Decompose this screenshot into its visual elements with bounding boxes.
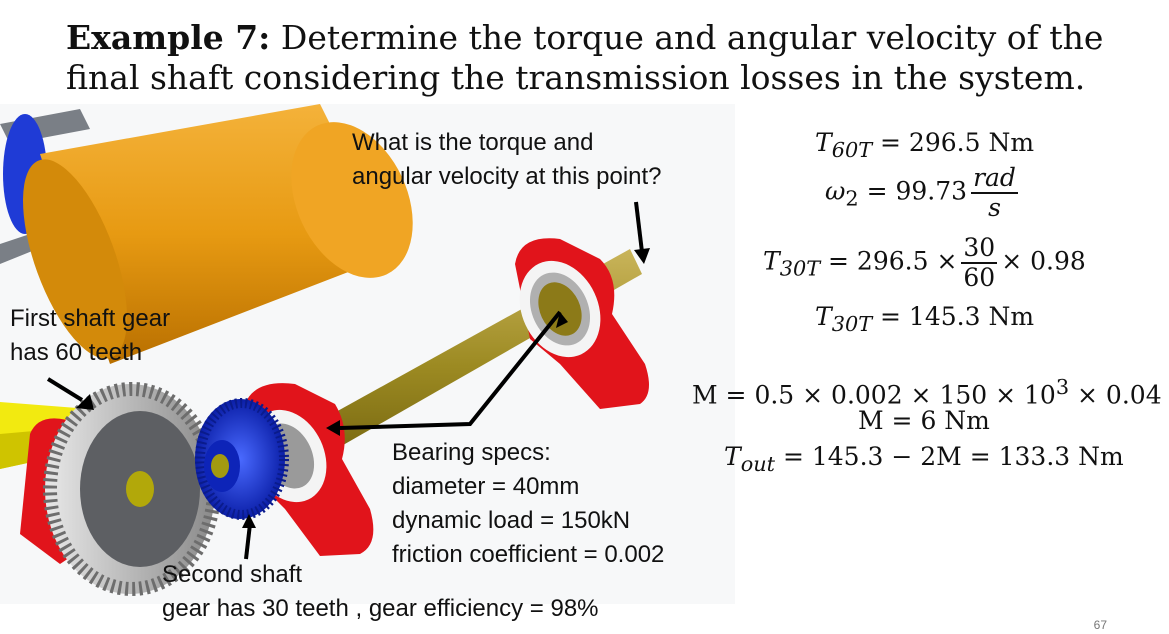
question-label: What is the torque and angular velocity …	[352, 126, 662, 194]
second-shaft-gear	[195, 398, 289, 520]
bearing-specs-line-2: diameter = 40mm	[392, 473, 580, 500]
bearing-arrowhead-top	[556, 312, 568, 328]
motor-cylinder	[23, 104, 413, 364]
omega2-fraction: rad s	[971, 163, 1018, 222]
second-gear-label: Second shaft gear has 30 teeth , gear ef…	[162, 558, 599, 626]
equation-t30-result: T30T = 145.3 Nm	[815, 302, 1035, 336]
right-bearing	[515, 238, 649, 409]
annotation-arrows	[46, 201, 650, 560]
first-gear-arrow	[46, 377, 84, 402]
second-gear-arrow	[244, 523, 252, 560]
bearing-arrow	[339, 310, 562, 430]
first-gear-line-2: has 60 teeth	[10, 339, 143, 366]
equation-tout: Tout = 145.3 − 2M = 133.3 Nm	[724, 442, 1124, 476]
title-text: Determine the torque and angular velocit…	[270, 18, 1104, 57]
bearing-specs-label: Bearing specs: diameter = 40mm dynamic l…	[392, 436, 664, 572]
second-gear-arrowhead	[242, 514, 256, 528]
second-gear-line-1: Second shaft	[162, 561, 303, 588]
slide-title: Example 7: Determine the torque and angu…	[66, 18, 1146, 98]
page-number: 67	[1093, 618, 1107, 632]
first-gear-arrowhead	[76, 394, 94, 410]
question-arrow	[634, 201, 644, 253]
second-gear-line-2: gear has 30 teeth , gear efficiency = 98…	[162, 595, 599, 622]
title-example-label: Example 7:	[66, 18, 271, 57]
t30-fraction: 30 60	[961, 233, 998, 292]
bearing-specs-line-4: friction coefficient = 0.002	[392, 541, 665, 568]
first-gear-label: First shaft gear has 60 teeth	[10, 302, 170, 370]
title-text-line2: final shaft considering the transmission…	[66, 58, 1086, 97]
question-line-1: What is the torque and	[352, 129, 594, 156]
equation-moment-result: M = 6 Nm	[858, 406, 990, 435]
gear-shaft-illustration	[0, 104, 735, 604]
bearing-specs-line-1: Bearing specs:	[392, 439, 551, 466]
question-arrowhead	[634, 248, 650, 264]
equation-moment: M = 0.5 × 0.002 × 150 × 103 × 0.04	[692, 375, 1162, 410]
equation-t30: T30T = 296.5 × 30 60 × 0.98	[763, 233, 1086, 292]
equation-t60: T60T = 296.5 Nm	[815, 128, 1035, 162]
question-line-2: angular velocity at this point?	[352, 163, 662, 190]
equation-omega2: ω2 = 99.73 rad s	[825, 163, 1018, 222]
bearing-arrowhead	[326, 420, 340, 436]
bearing-specs-line-3: dynamic load = 150kN	[392, 507, 631, 534]
first-gear-line-1: First shaft gear	[10, 305, 171, 332]
